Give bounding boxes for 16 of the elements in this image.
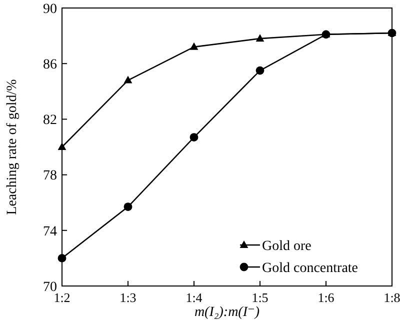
y-tick-label: 90 — [43, 2, 57, 17]
legend-entry: Gold concentrate — [240, 260, 358, 276]
y-tick-label: 78 — [43, 168, 57, 184]
x-tick-label: 1:6 — [318, 290, 335, 305]
legend-label: Gold concentrate — [262, 260, 358, 276]
x-tick-label: 1:4 — [186, 290, 203, 305]
x-tick-label: 1:5 — [252, 290, 268, 305]
legend-entry: Gold ore — [240, 238, 312, 254]
y-axis-title: Leaching rate of gold/% — [5, 78, 20, 215]
x-axis-title: m(I₂):m(I⁻) — [194, 305, 260, 320]
y-tick-label: 74 — [43, 224, 57, 240]
legend-label: Gold ore — [262, 238, 312, 254]
x-tick-label: 1:3 — [120, 290, 136, 305]
y-tick-label: 82 — [43, 113, 57, 128]
x-tick-label: 1:8 — [384, 290, 400, 305]
y-tick-label: 86 — [43, 58, 57, 72]
